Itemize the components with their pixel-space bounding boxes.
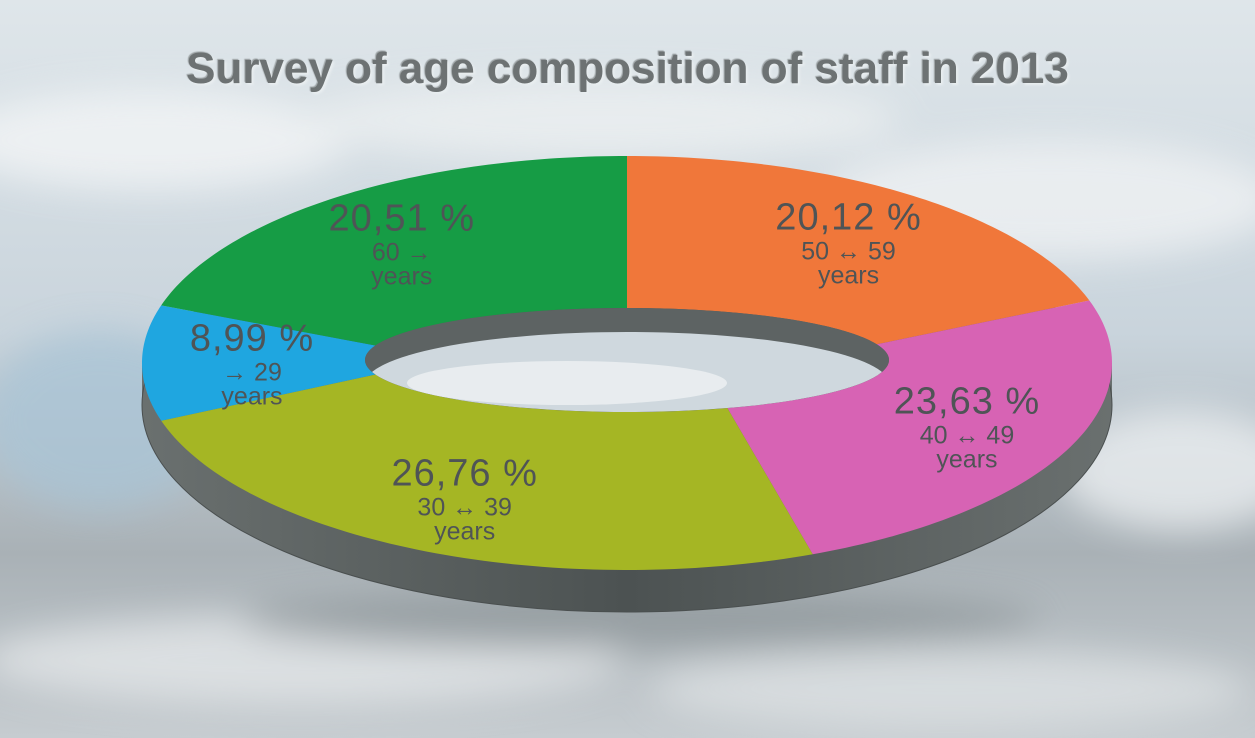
category-label: 50 ↔ 59 years bbox=[801, 237, 896, 290]
slice-label: 26,76 % 30 ↔ 39 years bbox=[391, 452, 538, 546]
donut-slice bbox=[627, 156, 1090, 345]
donut-slice bbox=[161, 374, 813, 570]
slice-label: 20,51 % 60 → years bbox=[328, 197, 475, 291]
category-label: 40 ↔ 49 years bbox=[919, 421, 1015, 474]
donut-slice bbox=[727, 300, 1112, 555]
slice-label: 23,63 % 40 ↔ 49 years bbox=[893, 380, 1041, 474]
value-label: 20,51 % bbox=[328, 197, 475, 240]
slice-label: 20,12 % 50 ↔ 59 years bbox=[775, 196, 922, 290]
donut-slice bbox=[161, 156, 627, 346]
value-label: 23,63 % bbox=[893, 380, 1041, 423]
value-label: 26,76 % bbox=[391, 452, 538, 495]
value-label: 8,99 % bbox=[189, 317, 315, 360]
clouds bbox=[0, 80, 1255, 730]
chart-title: Survey of age composition of staff in 20… bbox=[186, 44, 1069, 93]
category-label: 30 ↔ 39 years bbox=[417, 493, 512, 546]
hole-cloud bbox=[407, 361, 727, 405]
donut-slice bbox=[142, 305, 376, 421]
category-label: → 29 years bbox=[221, 358, 283, 411]
donut bbox=[141, 156, 1113, 613]
slice-label: 8,99 % → 29 years bbox=[189, 317, 315, 411]
value-label: 20,12 % bbox=[775, 196, 922, 239]
category-label: 60 → years bbox=[371, 238, 433, 291]
